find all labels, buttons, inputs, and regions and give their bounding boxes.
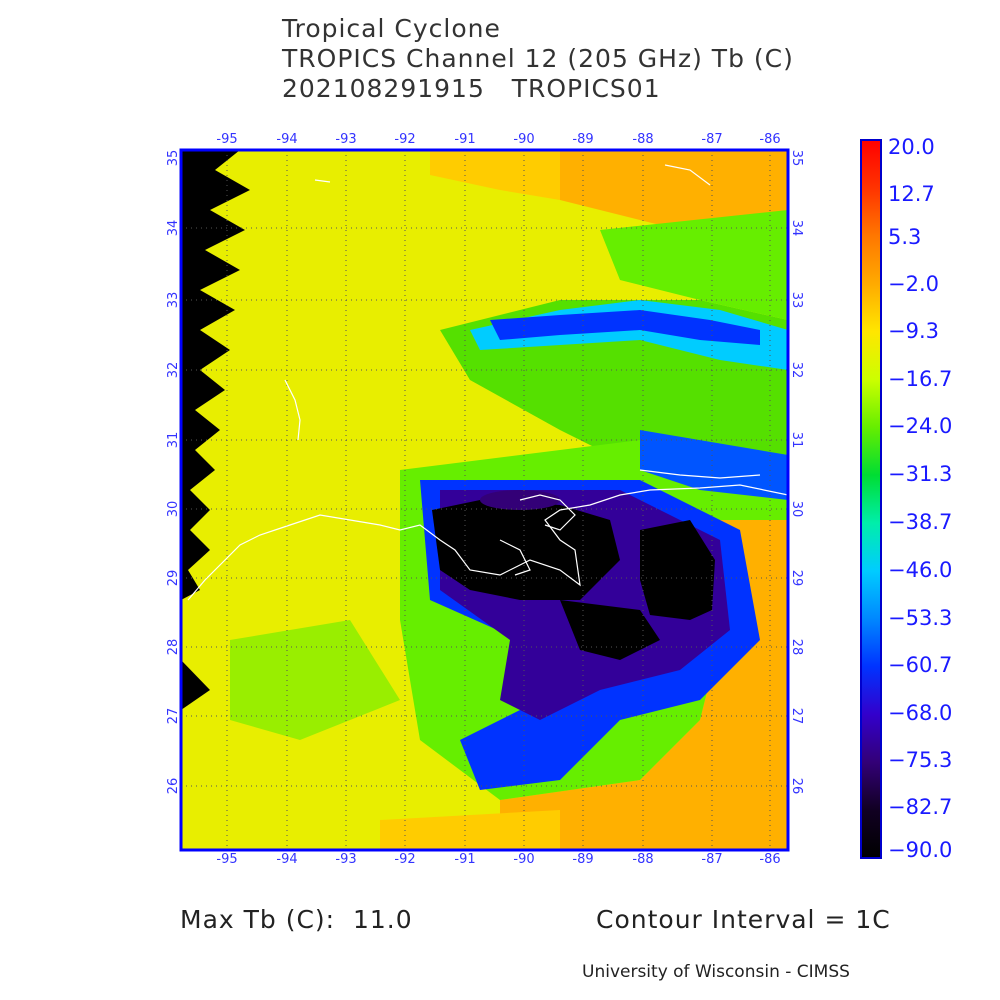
lat-tick: 26 (789, 778, 804, 795)
lat-tick: 26 (166, 778, 181, 795)
colorbar-frame (860, 139, 882, 859)
lat-lon-grid (181, 150, 788, 850)
lon-tick: -93 (335, 852, 356, 867)
colorbar-label: −53.3 (888, 606, 953, 630)
lat-tick: 31 (166, 432, 181, 449)
lat-tick: 30 (166, 501, 181, 518)
lat-labels-left: 26 27 28 29 30 31 32 33 34 35 (166, 150, 181, 795)
map-frame (179, 148, 790, 852)
max-tb-readout: Max Tb (C): 11.0 (180, 905, 413, 934)
colorbar-label: −82.7 (888, 795, 953, 819)
lon-tick: -88 (632, 132, 653, 147)
lat-tick: 30 (789, 501, 804, 518)
lon-tick: -87 (701, 852, 722, 867)
lat-tick: 27 (789, 708, 804, 725)
lon-tick: -91 (454, 852, 475, 867)
lon-tick: -91 (454, 132, 475, 147)
colorbar-gradient (861, 140, 881, 858)
lat-tick: 29 (166, 570, 181, 587)
lon-tick: -90 (513, 132, 534, 147)
lat-tick: 31 (789, 432, 804, 449)
credit-line: University of Wisconsin - CIMSS (582, 962, 850, 982)
lon-tick: -94 (276, 132, 297, 147)
lon-tick: -89 (572, 852, 593, 867)
colorbar-label: −31.3 (888, 462, 953, 486)
colorbar-label: −60.7 (888, 653, 953, 677)
lat-tick: 32 (789, 362, 804, 379)
lon-tick: -93 (335, 132, 356, 147)
lat-tick: 35 (166, 150, 181, 167)
lon-labels-bottom: -95 -94 -93 -92 -91 -90 -89 -88 -87 -86 (216, 852, 780, 867)
colorbar-label: −9.3 (888, 319, 939, 343)
contour-interval: Contour Interval = 1C (596, 905, 891, 934)
lat-tick: 34 (166, 220, 181, 237)
colorbar-label: −68.0 (888, 701, 953, 725)
colorbar-label: 20.0 (888, 135, 935, 159)
lon-tick: -89 (572, 132, 593, 147)
lon-tick: -95 (216, 132, 237, 147)
colorbar (861, 140, 881, 858)
colorbar-label: −75.3 (888, 748, 953, 772)
lat-tick: 33 (166, 292, 181, 309)
title-line-1: Tropical Cyclone (282, 14, 501, 43)
colorbar-label: −16.7 (888, 367, 953, 391)
lat-tick: 34 (789, 220, 804, 237)
lat-tick: 28 (789, 639, 804, 656)
lat-tick: 33 (789, 292, 804, 309)
lon-tick: -95 (216, 852, 237, 867)
lat-tick: 35 (789, 150, 804, 167)
colorbar-label: −2.0 (888, 272, 939, 296)
colorbar-label: −24.0 (888, 414, 953, 438)
coastline (187, 164, 789, 601)
lon-tick: -88 (632, 852, 653, 867)
lon-tick: -86 (759, 132, 780, 147)
lon-tick: -92 (394, 852, 415, 867)
lon-labels-top: -95 -94 -93 -92 -91 -90 -89 -88 -87 -86 (216, 132, 780, 147)
imagery-layer (181, 150, 788, 850)
colorbar-label: −90.0 (888, 838, 953, 862)
lat-tick: 29 (789, 570, 804, 587)
colorbar-label: −46.0 (888, 558, 953, 582)
lon-tick: -92 (394, 132, 415, 147)
lon-tick: -90 (513, 852, 534, 867)
lon-tick: -86 (759, 852, 780, 867)
colorbar-label: 12.7 (888, 182, 935, 206)
lat-tick: 28 (166, 639, 181, 656)
lon-tick: -87 (701, 132, 722, 147)
title-line-3: 202108291915 TROPICS01 (282, 74, 661, 103)
lat-labels-right: 26 27 28 29 30 31 32 33 34 35 (789, 150, 804, 795)
lat-tick: 27 (166, 708, 181, 725)
colorbar-label: 5.3 (888, 225, 922, 249)
lon-tick: -94 (276, 852, 297, 867)
colorbar-label: −38.7 (888, 510, 953, 534)
lat-tick: 32 (166, 362, 181, 379)
satellite-map: -95 -94 -93 -92 -91 -90 -89 -88 -87 -86 … (166, 132, 882, 867)
title-line-2: TROPICS Channel 12 (205 GHz) Tb (C) (282, 44, 794, 73)
